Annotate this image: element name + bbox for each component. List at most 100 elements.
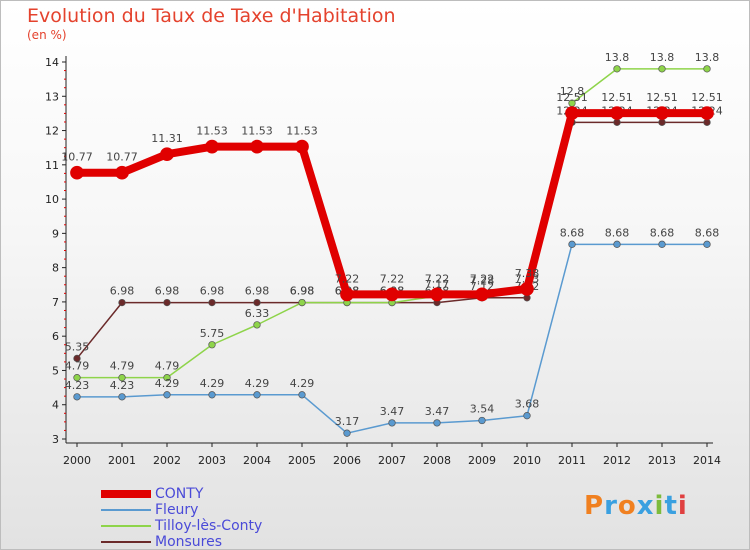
data-label: 10.77 (61, 151, 93, 164)
data-point (73, 393, 81, 401)
x-tick-label: 2010 (513, 454, 541, 467)
data-point (253, 321, 261, 329)
legend-swatch (101, 525, 151, 527)
x-tick-label: 2004 (243, 454, 271, 467)
legend-swatch (101, 509, 151, 511)
data-point (160, 147, 174, 162)
data-label: 11.53 (196, 125, 228, 138)
data-point (433, 419, 441, 427)
x-tick-label: 2014 (693, 454, 721, 467)
legend: CONTY Fleury Tilloy-lès-Conty Monsures (101, 486, 262, 550)
data-point (523, 412, 531, 420)
legend-swatch (101, 490, 151, 498)
y-tick-label: 14 (45, 56, 59, 69)
data-label: 8.68 (695, 226, 720, 239)
data-point (568, 240, 576, 248)
data-label: 6.98 (290, 285, 315, 298)
data-label: 3.47 (380, 405, 405, 418)
data-label: 7.22 (380, 272, 405, 285)
data-label: 4.79 (155, 360, 180, 373)
data-label: 13.8 (605, 51, 630, 64)
data-label: 7.17 (425, 278, 450, 291)
x-tick-label: 2005 (288, 454, 316, 467)
y-tick-label: 12 (45, 125, 59, 138)
data-label: 4.23 (110, 379, 135, 392)
data-label: 5.75 (200, 327, 225, 340)
data-point (253, 391, 261, 399)
logo-letter: x (636, 491, 655, 521)
data-label: 7.22 (425, 272, 450, 285)
y-tick-label: 8 (52, 262, 59, 275)
data-point (73, 354, 81, 363)
data-point (610, 106, 624, 120)
data-point (658, 65, 666, 73)
data-label: 10.77 (106, 151, 138, 164)
data-point (520, 282, 534, 296)
data-label: 13.8 (650, 51, 675, 64)
data-point (658, 118, 666, 126)
data-label: 4.29 (245, 377, 270, 390)
data-label: 3.47 (425, 405, 450, 418)
data-label: 12.51 (556, 91, 588, 104)
data-label: 6.98 (290, 285, 315, 298)
data-label: 13.8 (695, 51, 720, 64)
data-point (298, 298, 306, 307)
data-label: 4.29 (155, 377, 180, 390)
y-tick-label: 3 (52, 433, 59, 446)
data-label: 3.68 (515, 398, 540, 411)
data-label: 8.68 (605, 226, 630, 239)
legend-swatch (101, 541, 151, 543)
data-label: 7.22 (335, 272, 360, 285)
x-tick-label: 2002 (153, 454, 181, 467)
data-point (703, 118, 711, 126)
legend-item: Tilloy-lès-Conty (101, 518, 262, 534)
data-point (205, 139, 219, 154)
logo-letter: i (677, 491, 688, 521)
data-point (565, 106, 579, 120)
y-tick-label: 7 (52, 296, 59, 309)
data-label: 12.51 (601, 91, 633, 104)
data-point (295, 139, 309, 154)
data-label: 3.17 (335, 415, 360, 428)
data-point (115, 165, 129, 180)
data-point (118, 298, 126, 307)
proxiti-logo[interactable]: Proxiti (584, 491, 688, 521)
data-label: 5.35 (65, 340, 90, 353)
data-point (163, 391, 171, 399)
x-tick-label: 2012 (603, 454, 631, 467)
data-label: 6.98 (155, 285, 180, 298)
data-point (613, 118, 621, 126)
y-tick-label: 4 (52, 399, 59, 412)
legend-label: Monsures (155, 534, 223, 550)
data-point (613, 240, 621, 248)
data-point (118, 393, 126, 401)
y-tick-label: 6 (52, 330, 59, 343)
legend-item: Fleury (101, 502, 262, 518)
data-point (208, 391, 216, 399)
data-point (385, 287, 399, 302)
chart-title: Evolution du Taux de Taxe d'Habitation (27, 5, 396, 27)
data-point (655, 106, 669, 120)
data-label: 11.53 (286, 125, 318, 138)
data-point (703, 65, 711, 73)
data-label: 4.79 (110, 360, 135, 373)
logo-letter: t (664, 491, 678, 521)
data-point (430, 287, 444, 302)
data-label: 11.53 (241, 125, 273, 138)
data-point (478, 416, 486, 425)
data-label: 7.28 (470, 274, 495, 287)
legend-label: Tilloy-lès-Conty (155, 518, 263, 534)
data-label: 6.98 (110, 285, 135, 298)
data-point (70, 165, 84, 180)
legend-item: CONTY (101, 486, 262, 502)
data-point (118, 374, 126, 382)
logo-letter: P (584, 491, 605, 521)
x-tick-label: 2011 (558, 454, 586, 467)
data-point (700, 106, 714, 120)
logo-letter: i (654, 491, 665, 521)
data-label: 4.79 (65, 360, 90, 373)
data-point (703, 240, 711, 248)
data-label: 6.33 (245, 307, 270, 320)
data-label: 12.51 (691, 91, 723, 104)
